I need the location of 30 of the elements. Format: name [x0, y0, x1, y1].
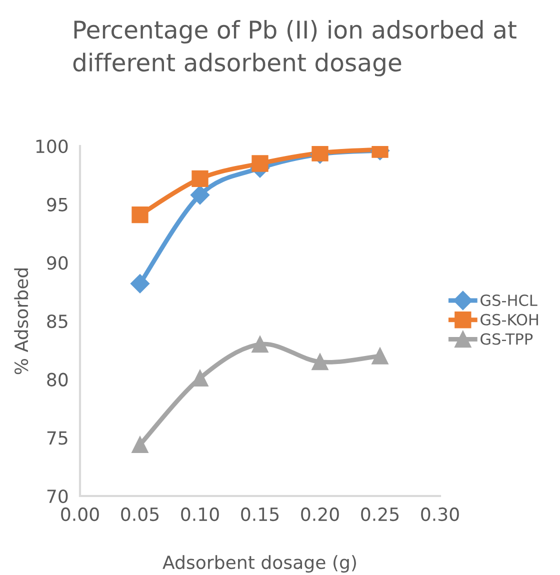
- x-tick-label: 0.10: [181, 507, 219, 522]
- point: [252, 336, 268, 353]
- y-tick-label: 95: [47, 198, 68, 212]
- x-axis-title: Adsorbent dosage (g): [162, 555, 356, 573]
- legend-label: GS-TPP: [480, 333, 533, 345]
- point: [132, 436, 148, 453]
- y-tick-label: 75: [47, 431, 68, 445]
- point: [372, 348, 388, 364]
- y-tick-label: 80: [47, 372, 68, 386]
- legend-label: GS-KOH: [480, 314, 538, 326]
- point: [132, 206, 148, 224]
- point: [190, 185, 210, 205]
- y-axis-title: % Adsorbed: [14, 268, 28, 374]
- legend-label: GS-HCL: [480, 294, 538, 306]
- x-tick-label: 0.30: [421, 507, 459, 522]
- point: [312, 146, 328, 162]
- y-tick-label: 100: [36, 139, 68, 154]
- chart-title: Percentage of Pb (II) ion adsorbed at different adsorbent dosage: [73, 20, 516, 76]
- x-tick-label: 0.25: [361, 507, 399, 522]
- y-tick-label: 70: [47, 489, 68, 504]
- point: [130, 274, 150, 294]
- x-tick-label: 0.05: [121, 507, 159, 522]
- x-tick-label: 0.20: [301, 507, 339, 522]
- point: [252, 155, 268, 172]
- point: [192, 170, 208, 187]
- point: [312, 354, 328, 370]
- x-tick-label: 0.00: [61, 507, 99, 522]
- y-tick-label: 90: [47, 256, 68, 270]
- x-tick-label: 0.15: [241, 507, 279, 522]
- y-tick-label: 85: [47, 314, 68, 328]
